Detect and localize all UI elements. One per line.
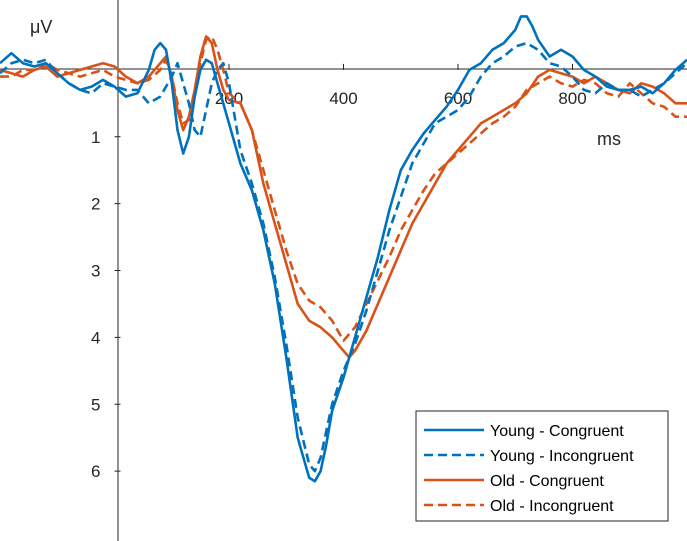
y-tick-group: 1 2 3 4 5 6: [91, 128, 121, 481]
y-tick-label: 1: [91, 128, 100, 147]
legend-label: Young - Congruent: [490, 423, 624, 440]
legend-label: Old - Congruent: [490, 473, 604, 490]
y-axis-label: μV: [30, 17, 52, 37]
series-layer: [0, 15, 687, 483]
y-tick-label: 2: [91, 195, 100, 214]
y-tick-label: 5: [91, 395, 100, 414]
series-line-old-congruent: [0, 35, 687, 359]
x-axis-label: ms: [597, 129, 621, 149]
y-tick-label: 3: [91, 262, 100, 281]
x-tick-label: 400: [329, 89, 357, 108]
y-tick-label: 6: [91, 462, 100, 481]
legend-label: Young - Incongruent: [490, 448, 634, 465]
legend: Young - Congruent Young - Incongruent Old …: [415, 410, 669, 522]
series-line-young-congruent: [0, 15, 687, 483]
y-tick-label: 4: [91, 328, 100, 347]
legend-label: Old - Incongruent: [490, 498, 614, 515]
series-line-old-incongruent: [0, 35, 687, 342]
series-line-young-incongruent: [0, 41, 687, 473]
legend-box: [415, 410, 669, 522]
x-tick-label: 800: [558, 89, 586, 108]
